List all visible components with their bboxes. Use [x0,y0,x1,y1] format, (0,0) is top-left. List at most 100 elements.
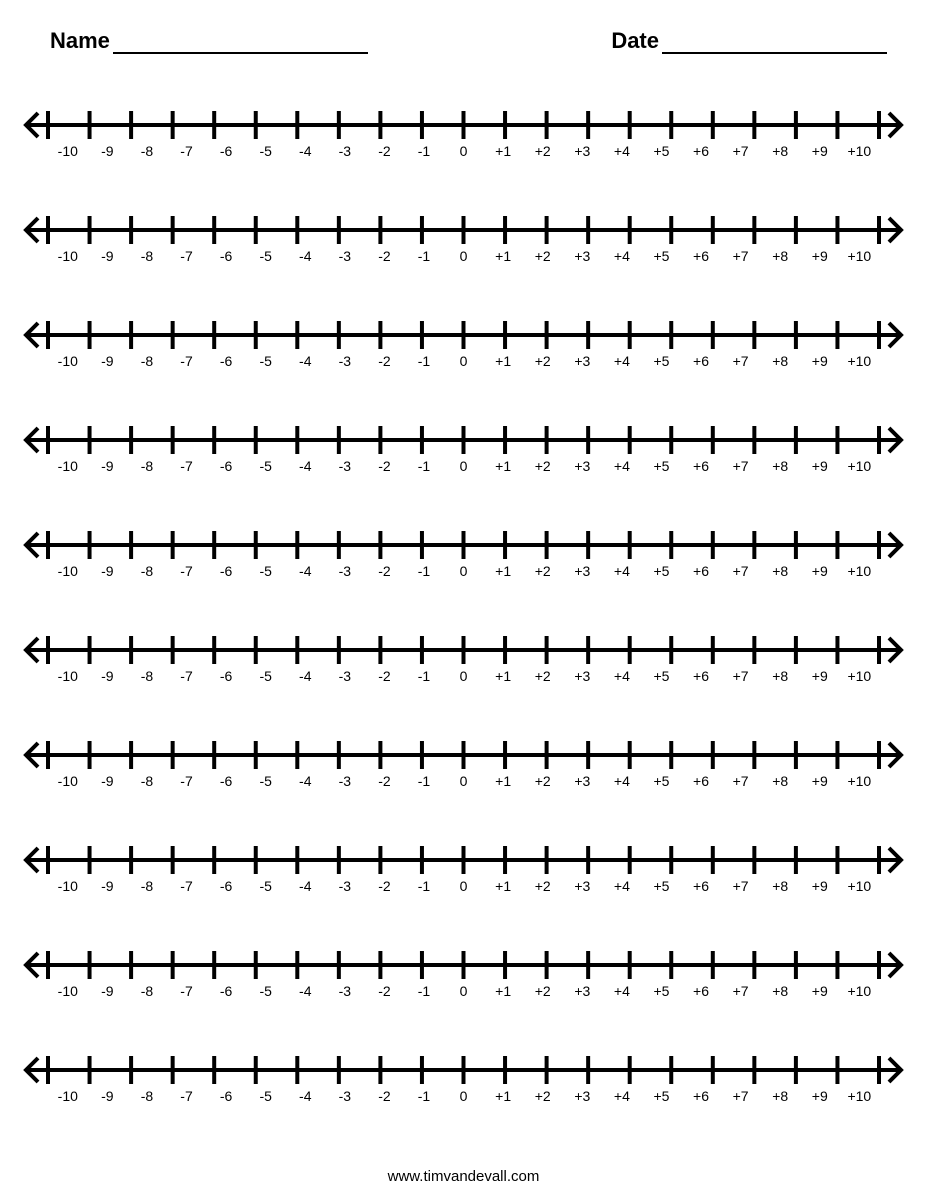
tick-label: -1 [404,668,444,684]
tick-label: -6 [206,248,246,264]
tick-label: -10 [48,143,88,159]
tick-label: +4 [602,563,642,579]
tick-label: -4 [285,773,325,789]
tick-label: +6 [681,668,721,684]
tick-label: -9 [88,1088,128,1104]
tick-label: -5 [246,248,286,264]
tick-label: +4 [602,773,642,789]
footer-url: www.timvandevall.com [0,1168,927,1185]
tick-label: +9 [800,1088,840,1104]
tick-label: +9 [800,878,840,894]
tick-label: +8 [760,353,800,369]
tick-label: -4 [285,353,325,369]
tick-label: +7 [721,773,761,789]
tick-label: +8 [760,248,800,264]
tick-label: -8 [127,563,167,579]
tick-label: +1 [483,353,523,369]
tick-label: -2 [365,878,405,894]
tick-label: +4 [602,668,642,684]
tick-label: +3 [563,878,603,894]
tick-label: -2 [365,983,405,999]
tick-label: -3 [325,458,365,474]
tick-label: -2 [365,668,405,684]
tick-label: +4 [602,878,642,894]
tick-label: +9 [800,353,840,369]
tick-label: -8 [127,248,167,264]
tick-label: +6 [681,458,721,474]
tick-label: -6 [206,458,246,474]
tick-label: +3 [563,1088,603,1104]
tick-label: -10 [48,668,88,684]
tick-label: 0 [444,878,484,894]
tick-label: +6 [681,878,721,894]
tick-label: -3 [325,983,365,999]
tick-label: +7 [721,458,761,474]
number-line: -10-9-8-7-6-5-4-3-2-10+1+2+3+4+5+6+7+8+9… [20,525,907,585]
number-lines-container: -10-9-8-7-6-5-4-3-2-10+1+2+3+4+5+6+7+8+9… [20,105,907,1155]
tick-label: +1 [483,248,523,264]
tick-label: -10 [48,1088,88,1104]
tick-label: -4 [285,668,325,684]
tick-label: -6 [206,773,246,789]
tick-label: +3 [563,983,603,999]
tick-label: 0 [444,353,484,369]
tick-label: +7 [721,1088,761,1104]
number-line: -10-9-8-7-6-5-4-3-2-10+1+2+3+4+5+6+7+8+9… [20,420,907,480]
tick-label: +6 [681,1088,721,1104]
tick-label: +1 [483,983,523,999]
tick-label: +9 [800,983,840,999]
tick-label: -4 [285,1088,325,1104]
tick-label: +6 [681,773,721,789]
tick-label: -7 [167,143,207,159]
tick-label: +9 [800,143,840,159]
tick-label: -2 [365,353,405,369]
tick-label: -1 [404,143,444,159]
tick-label: +3 [563,143,603,159]
tick-label: -3 [325,353,365,369]
tick-label: +4 [602,983,642,999]
tick-label: +10 [840,1088,880,1104]
tick-label: +5 [642,983,682,999]
tick-label: +2 [523,458,563,474]
tick-label: +1 [483,458,523,474]
tick-label: -9 [88,983,128,999]
tick-label: +4 [602,353,642,369]
name-field: Name [50,28,368,54]
date-label: Date [611,28,659,54]
date-blank-line[interactable] [662,32,887,54]
number-line: -10-9-8-7-6-5-4-3-2-10+1+2+3+4+5+6+7+8+9… [20,945,907,1005]
tick-label: -6 [206,1088,246,1104]
tick-label: +9 [800,248,840,264]
tick-label: -9 [88,353,128,369]
tick-label: +8 [760,143,800,159]
tick-label: -8 [127,353,167,369]
tick-label: +9 [800,773,840,789]
tick-label: -7 [167,668,207,684]
tick-label: -7 [167,773,207,789]
name-label: Name [50,28,110,54]
tick-label: +1 [483,668,523,684]
tick-label: -1 [404,563,444,579]
tick-label: +2 [523,563,563,579]
tick-labels: -10-9-8-7-6-5-4-3-2-10+1+2+3+4+5+6+7+8+9… [48,248,879,264]
tick-label: +1 [483,143,523,159]
tick-label: +3 [563,668,603,684]
number-line: -10-9-8-7-6-5-4-3-2-10+1+2+3+4+5+6+7+8+9… [20,735,907,795]
number-line: -10-9-8-7-6-5-4-3-2-10+1+2+3+4+5+6+7+8+9… [20,630,907,690]
tick-label: -7 [167,353,207,369]
tick-label: -9 [88,458,128,474]
tick-label: +8 [760,1088,800,1104]
tick-label: +5 [642,668,682,684]
tick-label: +10 [840,353,880,369]
name-blank-line[interactable] [113,32,368,54]
tick-label: +7 [721,983,761,999]
tick-label: +3 [563,458,603,474]
tick-label: -10 [48,563,88,579]
tick-label: -8 [127,773,167,789]
tick-label: -2 [365,458,405,474]
tick-label: +4 [602,1088,642,1104]
tick-label: +2 [523,983,563,999]
tick-label: -9 [88,878,128,894]
tick-label: -10 [48,878,88,894]
tick-label: +5 [642,563,682,579]
